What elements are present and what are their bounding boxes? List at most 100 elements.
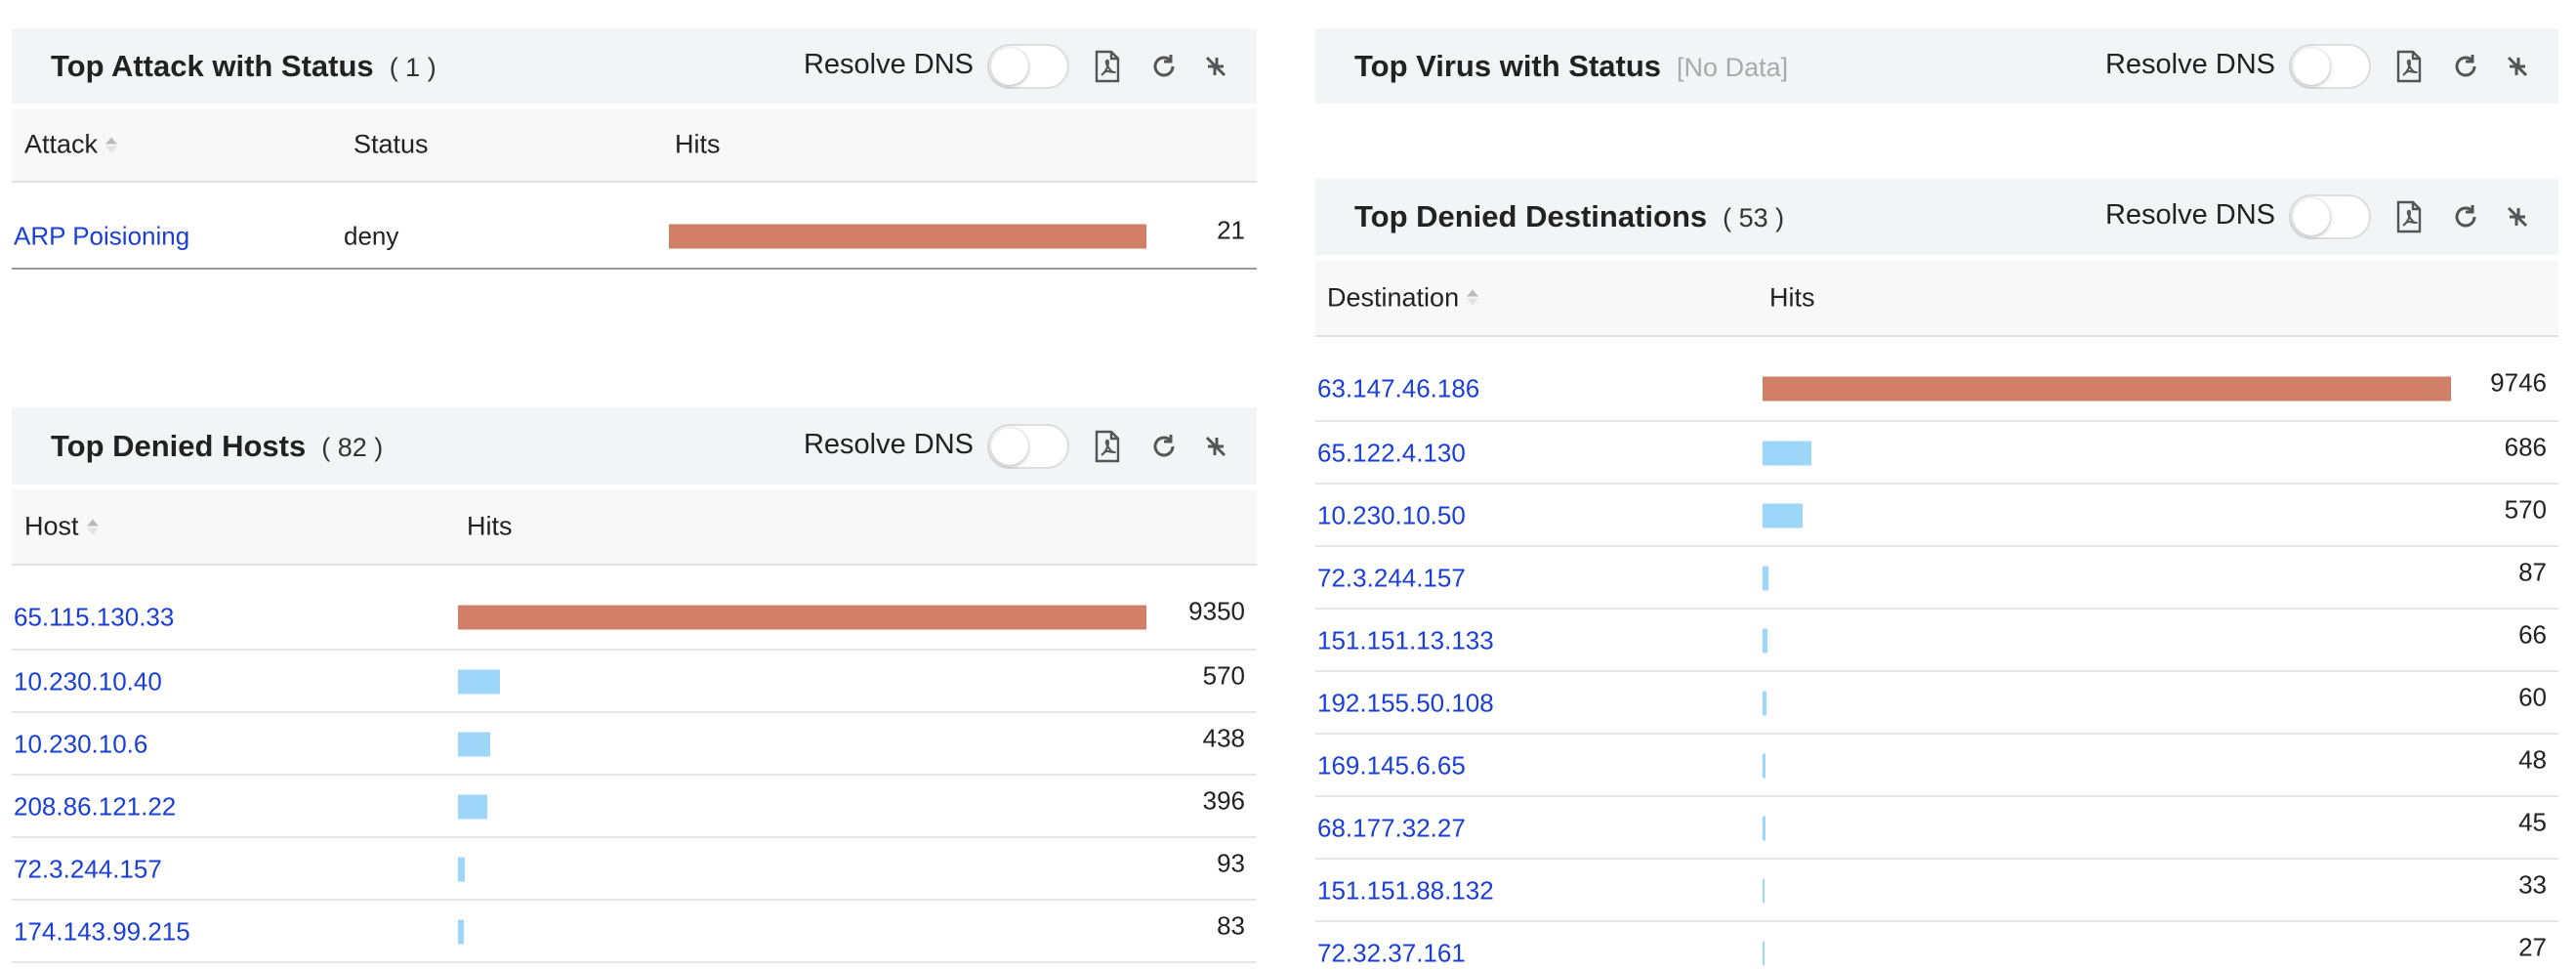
widget-count: ( 1 ) [389,52,436,82]
hits-bar [1763,878,1766,904]
resolve-dns-toggle[interactable] [987,43,1069,89]
row-link[interactable]: 10.230.10.50 [1317,500,1466,530]
resolve-dns-toggle[interactable] [2289,194,2371,239]
row-link[interactable]: 192.155.50.108 [1317,688,1494,718]
sort-icon [104,135,119,154]
column-header: Hits [467,512,513,542]
table-row: 174.143.99.215 83 [12,901,1257,963]
row-link[interactable]: 10.230.10.40 [14,666,162,697]
pdf-icon[interactable] [2394,50,2424,83]
table-row: 151.151.88.132 33 [1315,860,2558,922]
pdf-icon[interactable] [1093,50,1122,83]
hits-bar [1763,566,1769,591]
widget-title: Top Denied Destinations [1354,199,1708,233]
widget-count: ( 53 ) [1723,203,1785,232]
resolve-dns-label: Resolve DNS [803,428,974,460]
hits-bar [1763,816,1766,841]
hits-bar [669,224,1146,249]
hits-bar [1763,376,2451,401]
pdf-icon[interactable] [2394,200,2424,233]
table-row: 65.122.4.130 686 [1315,422,2558,485]
toggle-knob [991,427,1028,465]
resolve-dns-label: Resolve DNS [2104,198,2275,231]
widget-header: Top Virus with Status [No Data] Resolve DN… [1315,28,2558,104]
row-link[interactable]: 65.115.130.33 [14,602,175,632]
sort-icon [1465,288,1480,308]
table-row: 151.151.13.133 66 [1315,610,2558,672]
refresh-icon[interactable] [2451,202,2480,232]
resolve-dns-toggle[interactable] [2289,43,2371,89]
row-link[interactable]: 63.147.46.186 [1317,373,1480,403]
resolve-dns-toggle[interactable] [987,423,1069,469]
hits-value: 27 [2518,932,2547,962]
hits-value: 570 [1202,660,1245,691]
column-header[interactable]: Destination [1327,282,1480,313]
hits-bar [458,857,465,882]
widget-count: [No Data] [1677,52,1789,82]
hits-value: 45 [2518,807,2547,837]
row-link[interactable]: 174.143.99.215 [14,916,190,947]
collapse-icon[interactable] [2505,204,2530,230]
refresh-icon[interactable] [1149,52,1179,81]
resolve-dns-label: Resolve DNS [803,48,974,80]
hits-bar [1763,753,1766,779]
hits-bar [1763,441,1811,466]
row-link[interactable]: 72.3.244.157 [1317,563,1466,593]
sort-icon [85,517,101,536]
table-row: 192.155.50.108 60 [1315,672,2558,735]
refresh-icon[interactable] [1149,432,1179,461]
hits-bar [1763,503,1804,528]
hits-bar [458,605,1146,630]
column-header: Hits [675,130,721,160]
row-link[interactable]: 169.145.6.65 [1317,750,1466,781]
row-link[interactable]: 208.86.121.22 [14,791,177,822]
column-header[interactable]: Host [24,512,101,542]
row-link[interactable]: 151.151.13.133 [1317,625,1494,655]
collapse-icon[interactable] [1203,54,1228,79]
table-row: 169.145.6.65 48 [1315,735,2558,797]
title-wrap: Top Denied Hosts ( 82 ) [51,429,383,464]
column-label: Attack [24,129,99,159]
row-link[interactable]: 68.177.32.27 [1317,813,1466,843]
column-label: Destination [1327,282,1460,312]
row-link[interactable]: 65.122.4.130 [1317,438,1466,468]
widget-header: Top Denied Destinations ( 53 ) Resolve DNS [1315,179,2558,255]
hits-value: 21 [1217,215,1245,245]
hits-bar [458,919,465,945]
table-row: 10.230.10.40 570 [12,651,1257,713]
hits-value: 396 [1202,785,1245,816]
column-header[interactable]: Attack [24,130,119,160]
hits-value: 9746 [2490,367,2547,398]
table-row: 68.177.32.27 45 [1315,797,2558,860]
collapse-icon[interactable] [2505,54,2530,79]
widget-title: Top Virus with Status [1354,48,1662,83]
row-link[interactable]: ARP Poisioning [14,221,190,251]
table-row: 10.230.10.6 438 [12,713,1257,776]
row-link[interactable]: 151.151.88.132 [1317,875,1494,906]
widget-header: Top Denied Hosts ( 82 ) Resolve DNS [12,407,1257,485]
row-link[interactable]: 72.32.37.161 [1317,938,1466,968]
hits-value: 438 [1202,723,1245,753]
refresh-icon[interactable] [2451,52,2480,81]
hits-bar [458,669,500,695]
pdf-icon[interactable] [1093,430,1122,463]
row-link[interactable]: 72.3.244.157 [14,854,162,884]
hits-value: 9350 [1188,596,1245,626]
table-row: 10.230.10.50 570 [1315,485,2558,547]
hits-bar [458,732,491,757]
table-header: Host Hits [12,489,1257,566]
collapse-icon[interactable] [1203,434,1228,459]
widget-header: Top Attack with Status ( 1 ) Resolve DNS [12,28,1257,104]
column-label: Hits [1769,282,1815,312]
title-wrap: Top Virus with Status [No Data] [1354,49,1788,84]
row-link[interactable]: 10.230.10.6 [14,729,148,759]
resolve-dns-label: Resolve DNS [2104,48,2275,80]
hits-bar [1763,691,1767,716]
widget-panel: Top Denied Hosts ( 82 ) Resolve DNS [12,407,1257,485]
toggle-knob [991,47,1028,85]
hits-value: 87 [2518,557,2547,587]
table-header: Destination Hits [1315,260,2558,337]
hits-value: 570 [2504,494,2547,525]
widget-panel: Top Attack with Status ( 1 ) Resolve DNS [12,28,1257,104]
